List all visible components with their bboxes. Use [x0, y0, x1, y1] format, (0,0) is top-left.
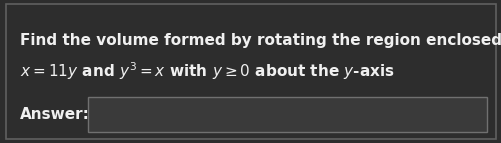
FancyBboxPatch shape: [88, 97, 486, 132]
FancyBboxPatch shape: [6, 4, 495, 139]
Text: Find the volume formed by rotating the region enclosed by: Find the volume formed by rotating the r…: [20, 33, 501, 47]
Text: $x = 11y$ and $y^3 = x$ with $y \geq 0$ about the $y$-axis: $x = 11y$ and $y^3 = x$ with $y \geq 0$ …: [20, 61, 394, 82]
Text: Answer:: Answer:: [20, 107, 90, 122]
